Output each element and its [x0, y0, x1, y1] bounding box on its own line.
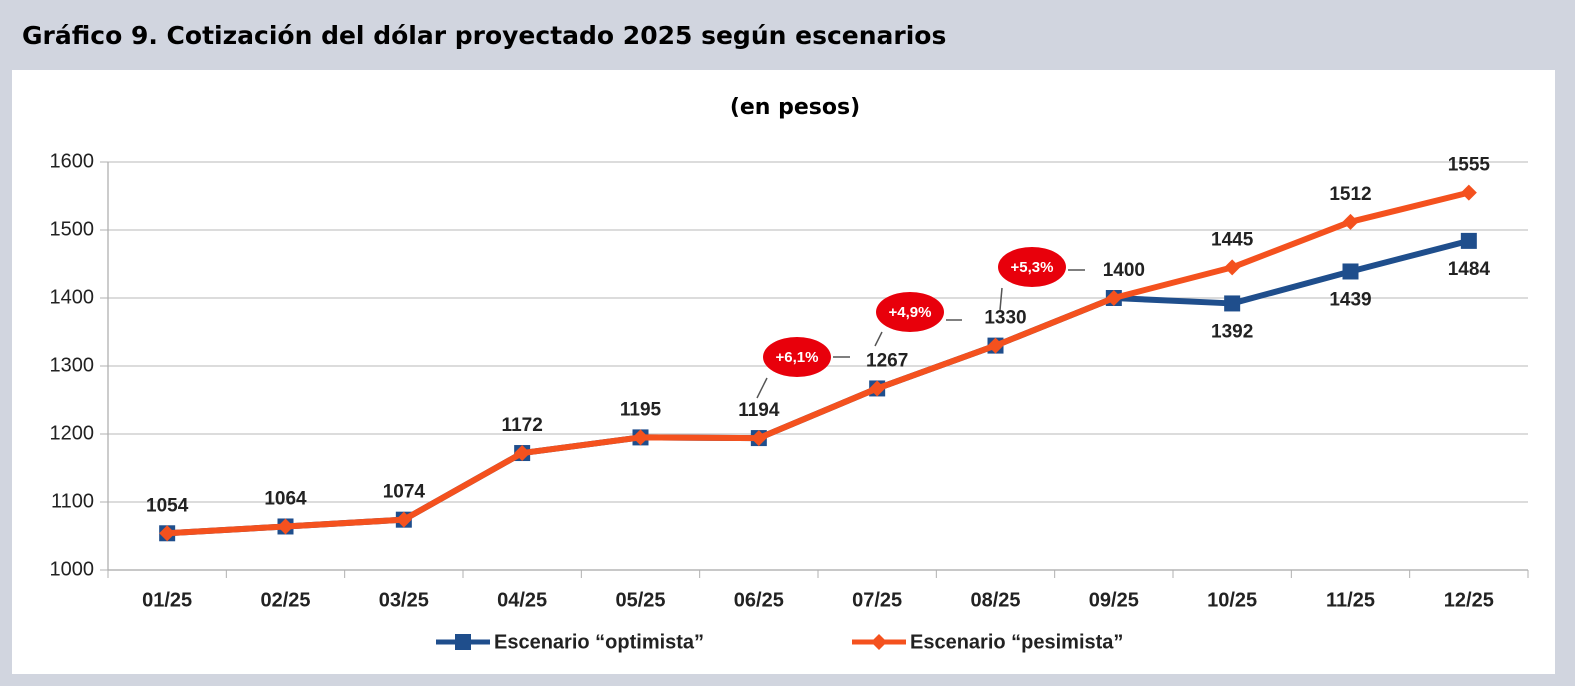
value-label: 1484	[1448, 259, 1491, 280]
point-marker	[632, 429, 649, 446]
legend-marker	[455, 634, 471, 650]
chart-title: Gráfico 9. Cotización del dólar proyecta…	[22, 21, 946, 50]
chart-subtitle: (en pesos)	[730, 95, 860, 120]
point-marker	[1105, 290, 1122, 306]
x-tick-label: 04/25	[497, 589, 547, 611]
y-tick-label: 1000	[50, 558, 95, 580]
annotation-leader	[874, 331, 883, 347]
point-marker	[159, 525, 176, 542]
annotation: +6,1%	[776, 349, 819, 366]
point-marker	[1224, 259, 1241, 276]
value-label: 1445	[1211, 229, 1254, 250]
value-label: 1054	[146, 495, 189, 516]
x-tick-label: 03/25	[379, 589, 429, 611]
value-label: 1392	[1211, 321, 1253, 342]
point-marker	[395, 511, 412, 528]
x-tick-label: 12/25	[1444, 589, 1494, 611]
value-label: 1074	[383, 482, 426, 503]
point-marker	[987, 337, 1004, 354]
value-label: 1172	[502, 415, 543, 436]
annotation-bubble	[763, 337, 831, 377]
value-label: 1195	[620, 399, 662, 420]
legend-label: Escenario “optimista”	[494, 631, 704, 653]
value-label: 1439	[1329, 289, 1371, 310]
point-marker	[750, 430, 767, 447]
value-label: 1267	[866, 350, 908, 371]
x-tick-label: 09/25	[1089, 589, 1139, 611]
value-label: 1555	[1448, 155, 1491, 176]
annotation: +5,3%	[1011, 259, 1054, 276]
x-tick-label: 11/25	[1326, 589, 1375, 611]
value-label: 1400	[1103, 260, 1145, 281]
point-marker	[1460, 232, 1477, 249]
x-tick-label: 02/25	[260, 589, 310, 611]
point-marker	[277, 518, 294, 535]
value-label: 1330	[984, 308, 1026, 329]
x-tick-label: 06/25	[734, 589, 784, 611]
x-tick-label: 10/25	[1207, 589, 1257, 611]
y-tick-label: 1600	[50, 150, 95, 172]
point-marker	[514, 445, 531, 462]
x-tick-label: 01/25	[142, 589, 192, 611]
y-tick-label: 1200	[50, 422, 95, 444]
x-tick-label: 08/25	[970, 589, 1020, 611]
annotation-bubble	[998, 247, 1066, 287]
x-tick-label: 05/25	[615, 589, 665, 611]
annotation-leader	[756, 377, 768, 399]
annotation-bubble	[876, 292, 944, 332]
x-tick-label: 07/25	[852, 589, 902, 611]
y-tick-label: 1400	[50, 286, 95, 308]
y-tick-label: 1100	[51, 490, 94, 512]
value-label: 1512	[1329, 184, 1371, 205]
legend-marker	[871, 634, 887, 650]
value-label: 1064	[264, 488, 307, 509]
annotation: +4,9%	[889, 304, 932, 321]
point-marker	[869, 380, 886, 397]
legend-label: Escenario “pesimista”	[910, 631, 1123, 653]
y-tick-label: 1300	[50, 354, 95, 376]
series-line	[166, 189, 1470, 537]
point-marker	[1224, 295, 1241, 312]
y-tick-label: 1500	[50, 218, 95, 240]
point-marker	[1342, 213, 1359, 230]
point-marker	[1460, 184, 1477, 201]
point-marker	[1342, 263, 1359, 280]
value-label: 1194	[738, 400, 780, 421]
annotation-leader	[999, 287, 1003, 311]
